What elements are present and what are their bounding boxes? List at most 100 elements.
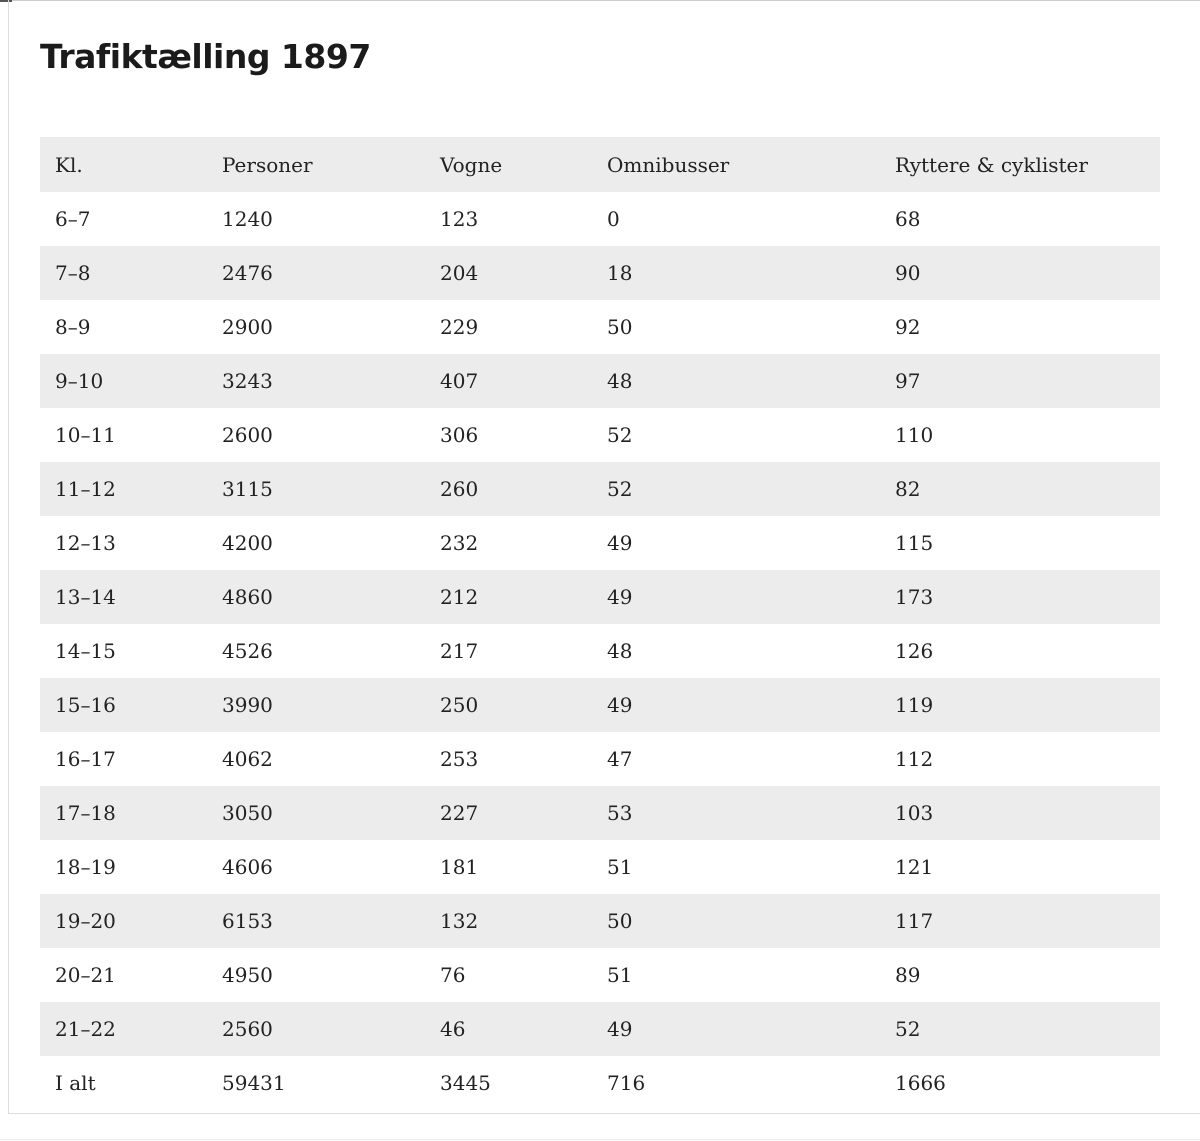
column-header-omnibusser: Omnibusser — [607, 152, 730, 177]
cell-ryttere: 119 — [895, 693, 934, 717]
table-row: 8–9 2900 229 50 92 — [40, 300, 1160, 354]
cell-hour: I alt — [55, 1071, 96, 1095]
cell-omnibusser: 51 — [607, 963, 633, 987]
cell-personer: 4200 — [222, 531, 273, 555]
cell-vogne: 3445 — [440, 1071, 491, 1095]
table-body: 6–7 1240 123 0 68 7–8 2476 204 18 90 8–9… — [40, 192, 1160, 1110]
cell-ryttere: 112 — [895, 747, 934, 771]
cell-vogne: 232 — [440, 531, 479, 555]
cell-vogne: 217 — [440, 639, 479, 663]
cell-omnibusser: 0 — [607, 207, 620, 231]
cell-hour: 12–13 — [55, 531, 116, 555]
cell-ryttere: 89 — [895, 963, 921, 987]
cell-omnibusser: 50 — [607, 909, 633, 933]
table-row: 12–13 4200 232 49 115 — [40, 516, 1160, 570]
table-row: 6–7 1240 123 0 68 — [40, 192, 1160, 246]
cell-hour: 21–22 — [55, 1017, 116, 1041]
cell-personer: 3990 — [222, 693, 273, 717]
table-row: 19–20 6153 132 50 117 — [40, 894, 1160, 948]
cell-omnibusser: 716 — [607, 1071, 646, 1095]
table-row: 15–16 3990 250 49 119 — [40, 678, 1160, 732]
cell-vogne: 46 — [440, 1017, 466, 1041]
cell-hour: 7–8 — [55, 261, 91, 285]
cell-hour: 16–17 — [55, 747, 116, 771]
table-row: 18–19 4606 181 51 121 — [40, 840, 1160, 894]
cell-ryttere: 117 — [895, 909, 934, 933]
cell-personer: 2600 — [222, 423, 273, 447]
cell-ryttere: 97 — [895, 369, 921, 393]
table-row: 10–11 2600 306 52 110 — [40, 408, 1160, 462]
cell-omnibusser: 51 — [607, 855, 633, 879]
cell-personer: 2900 — [222, 315, 273, 339]
cell-omnibusser: 52 — [607, 423, 633, 447]
table-row: 20–21 4950 76 51 89 — [40, 948, 1160, 1002]
cell-omnibusser: 52 — [607, 477, 633, 501]
table-row: 14–15 4526 217 48 126 — [40, 624, 1160, 678]
cell-ryttere: 82 — [895, 477, 921, 501]
page-title: Trafiktælling 1897 — [40, 37, 371, 76]
cell-vogne: 181 — [440, 855, 479, 879]
cell-ryttere: 90 — [895, 261, 921, 285]
window-top-left-mark — [0, 0, 12, 2]
cell-personer: 3050 — [222, 801, 273, 825]
table-row: 11–12 3115 260 52 82 — [40, 462, 1160, 516]
cell-ryttere: 52 — [895, 1017, 921, 1041]
cell-hour: 17–18 — [55, 801, 116, 825]
cell-personer: 4526 — [222, 639, 273, 663]
traffic-count-table: Kl. Personer Vogne Omnibusser Ryttere & … — [40, 137, 1160, 1110]
column-header-vogne: Vogne — [440, 152, 503, 177]
cell-vogne: 212 — [440, 585, 479, 609]
cell-hour: 9–10 — [55, 369, 104, 393]
cell-personer: 3243 — [222, 369, 273, 393]
table-row: 16–17 4062 253 47 112 — [40, 732, 1160, 786]
column-header-personer: Personer — [222, 152, 313, 177]
cell-personer: 3115 — [222, 477, 273, 501]
table-row: I alt 59431 3445 716 1666 — [40, 1056, 1160, 1110]
cell-vogne: 306 — [440, 423, 479, 447]
table-header: Kl. Personer Vogne Omnibusser Ryttere & … — [40, 137, 1160, 192]
cell-omnibusser: 53 — [607, 801, 633, 825]
cell-hour: 13–14 — [55, 585, 116, 609]
window-left-border — [8, 0, 9, 1114]
cell-hour: 10–11 — [55, 423, 116, 447]
table-row: 7–8 2476 204 18 90 — [40, 246, 1160, 300]
table-header-row: Kl. Personer Vogne Omnibusser Ryttere & … — [40, 137, 1160, 192]
table-row: 9–10 3243 407 48 97 — [40, 354, 1160, 408]
cell-hour: 8–9 — [55, 315, 91, 339]
cell-omnibusser: 48 — [607, 639, 633, 663]
cell-vogne: 123 — [440, 207, 479, 231]
cell-ryttere: 121 — [895, 855, 934, 879]
window-top-border — [0, 0, 1200, 1]
cell-hour: 18–19 — [55, 855, 116, 879]
cell-ryttere: 115 — [895, 531, 934, 555]
cell-personer: 4860 — [222, 585, 273, 609]
cell-personer: 59431 — [222, 1071, 286, 1095]
column-header-ryttere: Ryttere & cyklister — [895, 152, 1088, 177]
cell-personer: 2476 — [222, 261, 273, 285]
cell-omnibusser: 49 — [607, 693, 633, 717]
cell-omnibusser: 47 — [607, 747, 633, 771]
cell-personer: 2560 — [222, 1017, 273, 1041]
cell-vogne: 250 — [440, 693, 479, 717]
cell-vogne: 407 — [440, 369, 479, 393]
table-row: 17–18 3050 227 53 103 — [40, 786, 1160, 840]
cell-personer: 4062 — [222, 747, 273, 771]
cell-vogne: 229 — [440, 315, 479, 339]
cell-personer: 4950 — [222, 963, 273, 987]
cell-hour: 14–15 — [55, 639, 116, 663]
cell-hour: 20–21 — [55, 963, 116, 987]
cell-omnibusser: 49 — [607, 531, 633, 555]
cell-ryttere: 1666 — [895, 1071, 946, 1095]
cell-ryttere: 103 — [895, 801, 934, 825]
cell-vogne: 76 — [440, 963, 466, 987]
cell-personer: 1240 — [222, 207, 273, 231]
cell-omnibusser: 50 — [607, 315, 633, 339]
cell-hour: 19–20 — [55, 909, 116, 933]
cell-ryttere: 126 — [895, 639, 934, 663]
cell-hour: 15–16 — [55, 693, 116, 717]
cell-vogne: 204 — [440, 261, 479, 285]
cell-omnibusser: 48 — [607, 369, 633, 393]
cell-vogne: 260 — [440, 477, 479, 501]
cell-ryttere: 92 — [895, 315, 921, 339]
